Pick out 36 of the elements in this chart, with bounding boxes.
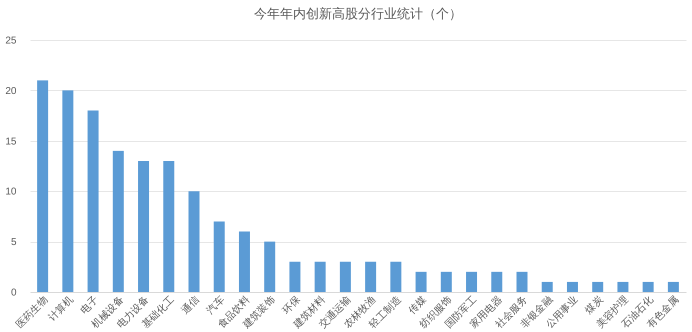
bar — [617, 282, 628, 292]
bar — [238, 232, 250, 292]
bar — [188, 191, 200, 292]
bar — [668, 282, 679, 292]
y-tick-label: 25 — [5, 36, 17, 46]
x-tick-label: 通信 — [179, 294, 202, 316]
chart-title: 今年年内创新高股分行业统计（个） — [254, 6, 462, 22]
bar — [592, 282, 604, 292]
bar — [542, 282, 553, 292]
bar — [516, 272, 528, 292]
bar — [37, 80, 48, 292]
bar — [214, 221, 225, 292]
bar — [163, 160, 174, 292]
bar — [88, 110, 99, 292]
bar — [642, 282, 654, 292]
y-tick-label: 15 — [5, 136, 17, 148]
bar — [440, 272, 452, 292]
y-tick-label: 20 — [5, 86, 17, 97]
y-tick-label: 5 — [10, 237, 17, 248]
x-tick-label: 传媒 — [406, 294, 429, 316]
y-tick-label: 0 — [10, 288, 17, 298]
x-tick-label: 电子 — [78, 294, 101, 316]
bar — [264, 242, 276, 292]
bar — [390, 262, 402, 292]
bar — [340, 262, 351, 292]
bar — [112, 150, 124, 292]
bar — [289, 262, 300, 292]
y-tick-label: 10 — [5, 186, 17, 198]
bar — [416, 272, 427, 292]
bar — [314, 262, 326, 292]
bar — [62, 90, 74, 292]
bar — [365, 262, 376, 292]
bar — [566, 282, 578, 292]
bar — [138, 160, 150, 292]
bar — [466, 272, 478, 292]
bar — [491, 272, 502, 292]
